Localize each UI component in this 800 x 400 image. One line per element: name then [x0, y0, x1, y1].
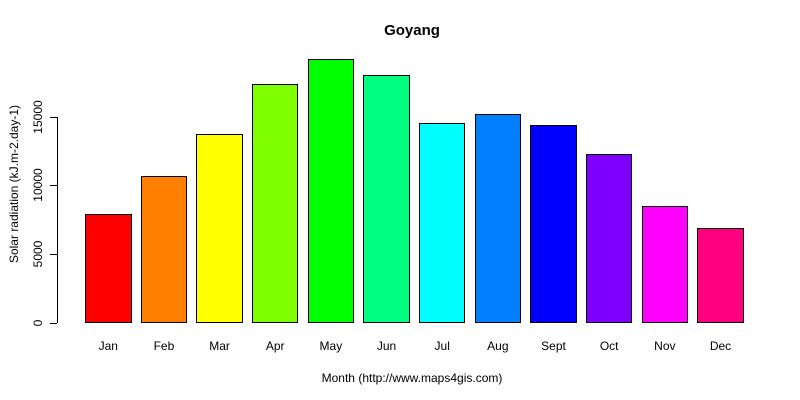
y-tick-label: 10000 — [31, 168, 45, 203]
y-axis-tick — [50, 185, 57, 187]
x-tick-label-mar: Mar — [209, 339, 230, 353]
x-tick-label-aug: Aug — [487, 339, 509, 353]
x-tick-label-jul: Jul — [434, 339, 450, 353]
bar-sept — [530, 125, 577, 323]
x-tick-label-jan: Jan — [98, 339, 118, 353]
bar-jul — [418, 123, 466, 323]
x-tick-label-oct: Oct — [599, 339, 619, 353]
chart-title: Goyang — [384, 22, 440, 39]
y-tick-label: 0 — [31, 319, 45, 327]
y-tick-label: 5000 — [31, 240, 45, 268]
bar-mar — [196, 134, 243, 323]
bar-jun — [363, 75, 410, 323]
y-axis-tick — [50, 254, 57, 256]
x-tick-label-sept: Sept — [541, 339, 566, 353]
x-axis-label: Month (http://www.maps4gis.com) — [321, 371, 503, 385]
bar-feb — [140, 176, 188, 323]
bar-apr — [251, 84, 299, 323]
x-tick-label-apr: Apr — [265, 339, 285, 353]
x-tick-label-dec: Dec — [709, 339, 732, 353]
y-axis-tick — [50, 116, 57, 118]
bar-nov — [641, 205, 689, 323]
bar-aug — [474, 113, 522, 323]
x-tick-label-nov: Nov — [654, 339, 676, 353]
x-tick-label-may: May — [319, 339, 343, 353]
bar-dec — [697, 228, 744, 323]
bar-may — [307, 59, 355, 323]
y-tick-label: 15000 — [31, 99, 45, 134]
x-tick-label-jun: Jun — [376, 339, 397, 353]
bar-jan — [85, 214, 132, 323]
y-axis-tick — [50, 323, 57, 324]
y-axis-line — [57, 116, 58, 323]
x-tick-label-feb: Feb — [153, 339, 175, 353]
bar-oct — [585, 153, 633, 323]
